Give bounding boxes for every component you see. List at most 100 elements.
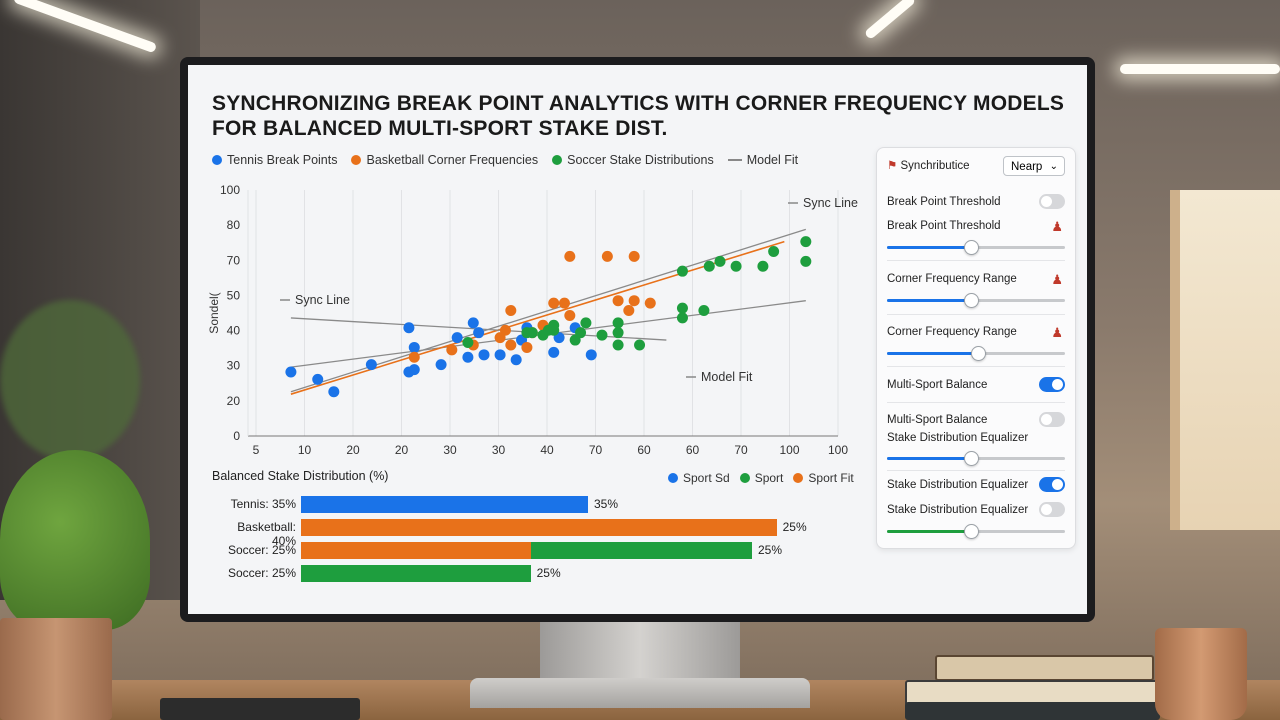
- annotation-sync-line: Sync Line: [803, 196, 858, 210]
- bar-label-text: Basketball: 40%: [237, 520, 296, 548]
- stake-bar-segment: [301, 542, 531, 559]
- break-point-slider[interactable]: [887, 240, 1065, 255]
- soccer-point: [612, 317, 624, 329]
- person-icon: ♟: [1051, 325, 1063, 340]
- multisport-toggle-2[interactable]: [1039, 412, 1065, 427]
- bars-legend: Sport Sd Sport Sport Fit: [668, 471, 854, 485]
- coffee-mug: [1155, 628, 1247, 720]
- plant-pot: [0, 618, 112, 720]
- row-stake-equalizer-toggle-label-2: Stake Distribution Equalizer: [887, 504, 1029, 516]
- soccer-point: [800, 236, 812, 248]
- soccer-point: [548, 324, 560, 336]
- green-dot-icon: [739, 473, 750, 483]
- soccer-point: [703, 260, 715, 272]
- tennis-point: [510, 354, 522, 366]
- legend-basketball[interactable]: Basketball Corner Frequencies: [351, 153, 538, 167]
- ceiling-light: [863, 0, 917, 41]
- tennis-point: [408, 364, 420, 376]
- bars-title: Balanced Stake Distribution (%): [212, 469, 389, 483]
- mode-select[interactable]: Nearp ⌄: [1003, 156, 1065, 176]
- bars-legend-item: Sport Fit: [793, 471, 854, 485]
- soccer-point: [462, 337, 474, 349]
- legend-model-fit-label: Model Fit: [746, 153, 799, 167]
- slider-thumb[interactable]: [963, 293, 979, 308]
- y-tick-label: 50: [227, 288, 241, 302]
- y-tick-label: 70: [227, 253, 241, 267]
- x-tick-label: 60: [637, 443, 651, 457]
- row-multisport-toggle-label-2: Multi-Sport Balance: [887, 414, 988, 426]
- line-dash-icon: [727, 159, 742, 161]
- slider-thumb[interactable]: [963, 524, 979, 539]
- panel-title: Synchributice: [900, 160, 970, 172]
- tennis-point: [328, 386, 340, 398]
- background-plant: [0, 300, 140, 460]
- tennis-point: [285, 366, 297, 378]
- y-tick-label: 30: [227, 359, 241, 373]
- divider: [887, 366, 1065, 367]
- bar-value-label: 25%: [536, 566, 561, 580]
- stake-bar-segment: [301, 519, 777, 536]
- basketball-point: [612, 295, 624, 307]
- tennis-point: [403, 322, 415, 334]
- stake-equalizer-toggle[interactable]: [1039, 477, 1065, 492]
- soccer-point: [526, 327, 538, 339]
- bar-value-label: 25%: [758, 543, 783, 557]
- break-point-toggle[interactable]: [1039, 194, 1065, 209]
- row-break-point-slider-label: Break Point Threshold: [887, 220, 1001, 232]
- x-tick-label: 30: [492, 443, 506, 457]
- stake-equalizer-slider[interactable]: [887, 451, 1065, 466]
- tennis-point: [435, 359, 447, 371]
- bar-value-label: 35%: [594, 497, 619, 511]
- background-window: [1170, 190, 1280, 530]
- bars-legend-item: Sport: [739, 471, 783, 485]
- soccer-point: [757, 260, 769, 272]
- row-stake-equalizer-toggle-label: Stake Distribution Equalizer: [887, 479, 1029, 491]
- tennis-point: [365, 359, 377, 371]
- corner-frequency-slider-2[interactable]: [887, 346, 1065, 361]
- x-tick-label: 20: [346, 443, 360, 457]
- bar-label: Soccer: 25%: [212, 566, 296, 584]
- corner-frequency-slider[interactable]: [887, 293, 1065, 308]
- title-line-1: SYNCHRONIZING BREAK POINT ANALYTICS WITH…: [212, 92, 1065, 115]
- book: [935, 655, 1154, 681]
- person-icon: ♟: [1051, 219, 1063, 234]
- basketball-point: [446, 344, 458, 356]
- basketball-dot-icon: [351, 155, 362, 165]
- legend-tennis[interactable]: Tennis Break Points: [212, 153, 337, 167]
- potted-plant: [0, 450, 150, 630]
- scatter-chart: 5 10 20 20 30 30 40 70 60 60 70 100 100 0 20 30 40 50 70 80…: [208, 183, 858, 457]
- bar-label-text: Tennis: 35%: [230, 497, 296, 511]
- basketball-point: [601, 250, 613, 262]
- basketball-point: [499, 324, 511, 336]
- annotation-model-fit: Model Fit: [701, 370, 753, 384]
- divider: [887, 402, 1065, 403]
- slider-thumb[interactable]: [963, 240, 979, 255]
- slider-thumb[interactable]: [970, 346, 986, 361]
- row-corner-frequency-label-2: Corner Frequency Range: [887, 326, 1017, 338]
- row-multisport-toggle-label: Multi-Sport Balance: [887, 379, 988, 391]
- slider-thumb[interactable]: [963, 451, 979, 466]
- chevron-down-icon: ⌄: [1049, 161, 1058, 172]
- row-stake-equalizer-label: Stake Distribution Equalizer: [887, 432, 1029, 444]
- tennis-point: [462, 351, 474, 363]
- basketball-point: [548, 297, 560, 309]
- stake-bar-segment: [301, 496, 588, 513]
- x-tick-label: 20: [395, 443, 409, 457]
- basketball-point: [408, 351, 420, 363]
- basketball-point: [505, 339, 517, 351]
- notebook: [160, 698, 360, 720]
- x-tick-label: 100: [779, 443, 799, 457]
- stake-bar-segment: [530, 542, 752, 559]
- mode-select-value: Nearp: [1011, 161, 1043, 173]
- legend-model-fit[interactable]: Model Fit: [727, 153, 799, 167]
- ceiling-light: [1120, 64, 1280, 74]
- soccer-point: [768, 246, 780, 257]
- stake-equalizer-toggle-2[interactable]: [1039, 502, 1065, 517]
- multisport-toggle[interactable]: [1039, 377, 1065, 392]
- legend-soccer[interactable]: Soccer Stake Distributions: [552, 153, 714, 167]
- tennis-point: [478, 349, 490, 361]
- basketball-point: [623, 305, 635, 317]
- stake-equalizer-slider-2[interactable]: [887, 524, 1065, 539]
- basketball-point: [564, 309, 576, 321]
- x-tick-label: 70: [734, 443, 748, 457]
